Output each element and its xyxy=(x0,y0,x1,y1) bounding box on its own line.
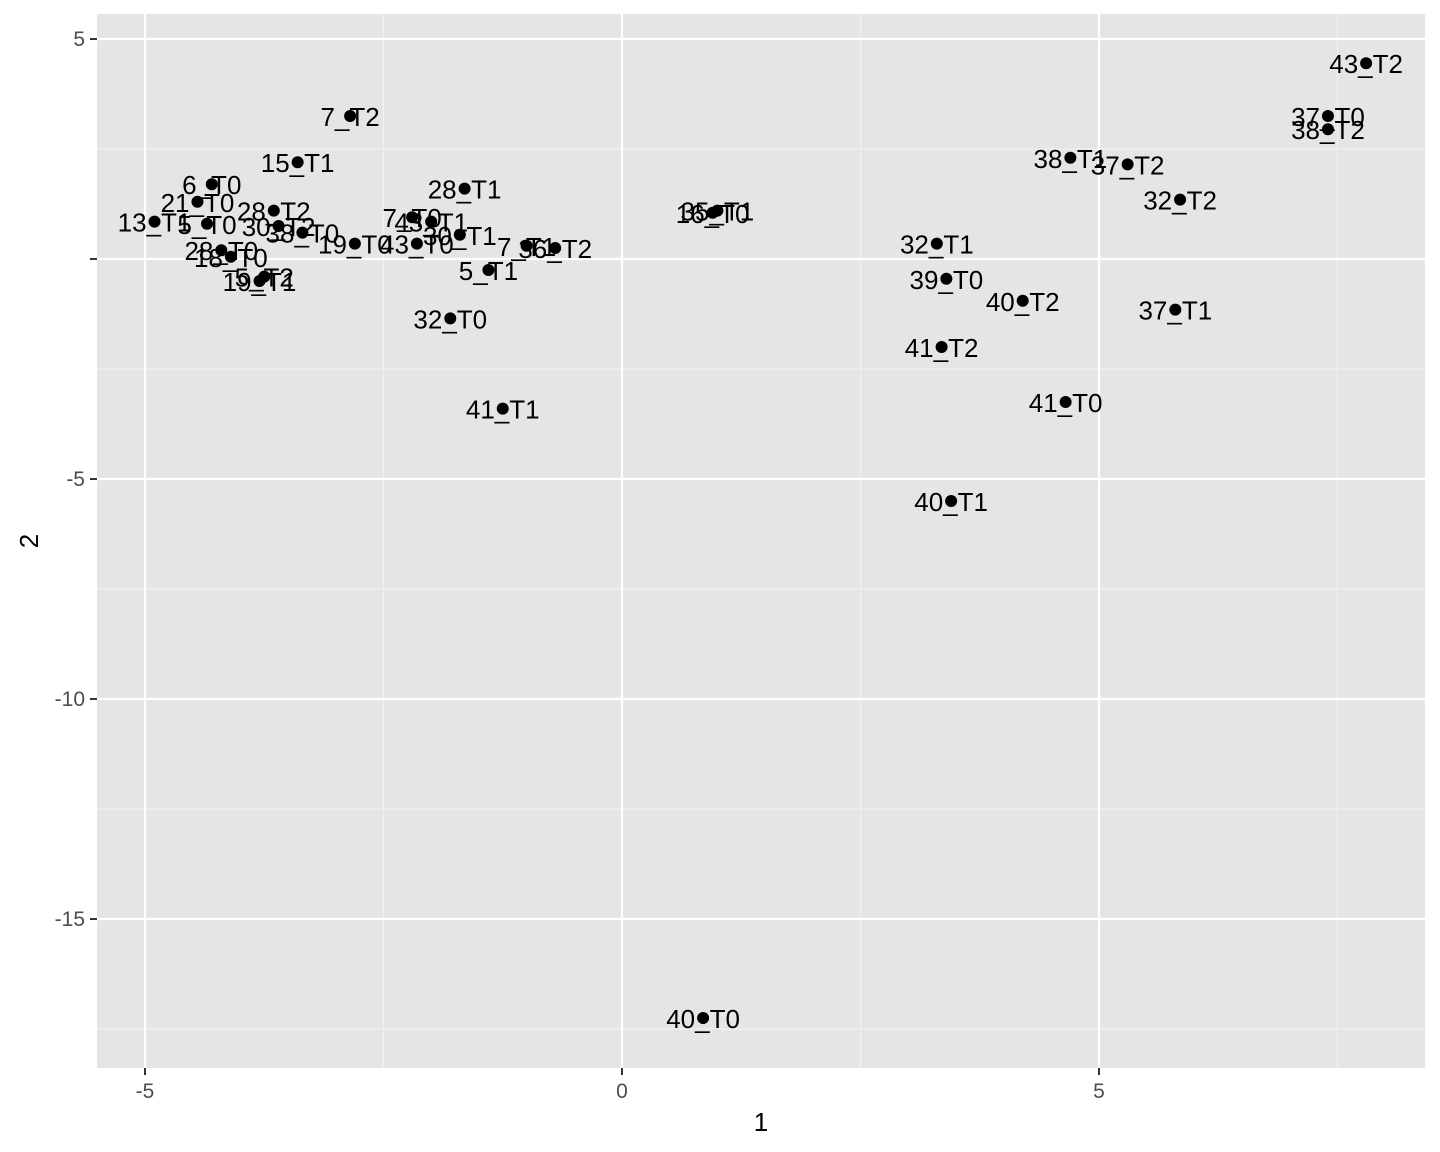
major-gridlines xyxy=(97,14,1425,1068)
data-point xyxy=(191,195,204,208)
data-point xyxy=(272,220,285,232)
data-point xyxy=(148,215,161,228)
point-label: 7_T2 xyxy=(320,102,379,132)
point-label: 21_T0 xyxy=(161,188,235,218)
data-point xyxy=(697,1012,710,1024)
point-label: 35_T1 xyxy=(681,197,755,227)
data-point xyxy=(224,250,237,263)
point-label: 28_T1 xyxy=(428,175,502,205)
point-label: 41_T0 xyxy=(1029,388,1103,418)
point-label: 38_T2 xyxy=(1291,115,1365,145)
data-point xyxy=(410,237,423,250)
point-label: 7_T1 xyxy=(497,232,556,262)
minor-gridlines xyxy=(97,14,1425,1068)
data-point xyxy=(1169,303,1182,316)
data-point xyxy=(496,402,509,415)
data-point xyxy=(1360,57,1373,70)
data-point xyxy=(940,272,953,285)
point-label: 36_T2 xyxy=(518,234,592,264)
data-point xyxy=(458,182,471,195)
plot-panel xyxy=(97,14,1425,1068)
point-label: 38_T1 xyxy=(1034,144,1108,174)
y-tick-label: 5 xyxy=(73,28,85,51)
y-tick-label: -15 xyxy=(55,908,85,931)
data-point xyxy=(425,215,438,228)
x-axis-ticks: -5 0 5 xyxy=(136,1068,1105,1103)
point-label: 40_T0 xyxy=(666,1004,740,1034)
point-label: 32_T0 xyxy=(413,304,487,334)
data-point xyxy=(406,211,419,224)
point-label: 32_T1 xyxy=(900,230,974,260)
point-label: 13_T1 xyxy=(118,208,192,238)
data-point xyxy=(1321,123,1334,136)
point-label: 41_T1 xyxy=(466,395,540,425)
data-point xyxy=(253,275,266,287)
data-point xyxy=(520,239,533,252)
data-point xyxy=(201,217,214,230)
point-label: 28_T0 xyxy=(184,236,258,266)
point-label: 30_T1 xyxy=(423,221,497,251)
x-axis-title: 1 xyxy=(754,1107,768,1137)
point-label: 19_T0 xyxy=(318,230,392,260)
point-label: 37_T2 xyxy=(1091,150,1165,180)
y-axis-ticks: 5 -5 -10 -15 xyxy=(55,28,97,931)
data-points xyxy=(148,57,1373,1024)
data-point xyxy=(348,237,361,250)
data-point xyxy=(1059,396,1072,408)
data-point xyxy=(930,237,943,250)
point-label: 19_T1 xyxy=(223,267,297,297)
point-label: 40_T2 xyxy=(986,287,1060,317)
data-point xyxy=(444,312,457,325)
data-point xyxy=(1121,158,1134,171)
data-point xyxy=(549,242,562,254)
point-label: 6_T0 xyxy=(182,170,241,200)
point-label: 43_T2 xyxy=(1329,49,1403,79)
data-point xyxy=(296,226,309,239)
point-label: 15_T1 xyxy=(261,148,335,178)
point-label: 7_T0 xyxy=(382,203,441,233)
point-label: 43_T0 xyxy=(380,230,454,260)
point-label: 39_T0 xyxy=(909,265,983,295)
y-axis-title: 2 xyxy=(14,534,44,548)
data-point xyxy=(267,204,280,217)
point-label: 30_T2 xyxy=(242,212,316,242)
data-point xyxy=(1016,294,1029,307)
point-label: 5_T0 xyxy=(177,210,236,240)
point-label: 18_T0 xyxy=(194,243,268,273)
point-label: 37_T0 xyxy=(1291,102,1365,132)
data-point xyxy=(935,341,948,353)
point-label: 38_T0 xyxy=(266,219,340,249)
point-label: 32_T2 xyxy=(1143,186,1217,216)
data-point xyxy=(1174,193,1187,206)
point-label: 41_T2 xyxy=(905,333,979,363)
data-point xyxy=(945,495,958,507)
data-point xyxy=(482,264,495,276)
data-point xyxy=(205,178,218,191)
point-label: 40_T1 xyxy=(914,487,988,517)
y-tick-label: -5 xyxy=(66,468,85,491)
x-tick-label: -5 xyxy=(136,1080,155,1103)
data-point xyxy=(706,206,719,219)
point-label: 37_T1 xyxy=(1138,296,1212,326)
point-label: 5_T2 xyxy=(235,263,294,293)
point-label: 5_T1 xyxy=(459,256,518,286)
data-point xyxy=(215,244,228,257)
y-tick-label: -10 xyxy=(55,688,85,711)
data-point xyxy=(1321,110,1334,122)
data-point xyxy=(344,110,357,122)
point-label: 43_T1 xyxy=(394,208,468,238)
x-tick-label: 0 xyxy=(616,1080,628,1103)
data-point xyxy=(453,228,466,241)
data-point xyxy=(291,156,304,169)
point-label: 16_T0 xyxy=(676,199,750,229)
point-label: 28_T2 xyxy=(237,197,311,227)
x-tick-label: 5 xyxy=(1093,1080,1105,1103)
data-point xyxy=(1064,151,1077,164)
